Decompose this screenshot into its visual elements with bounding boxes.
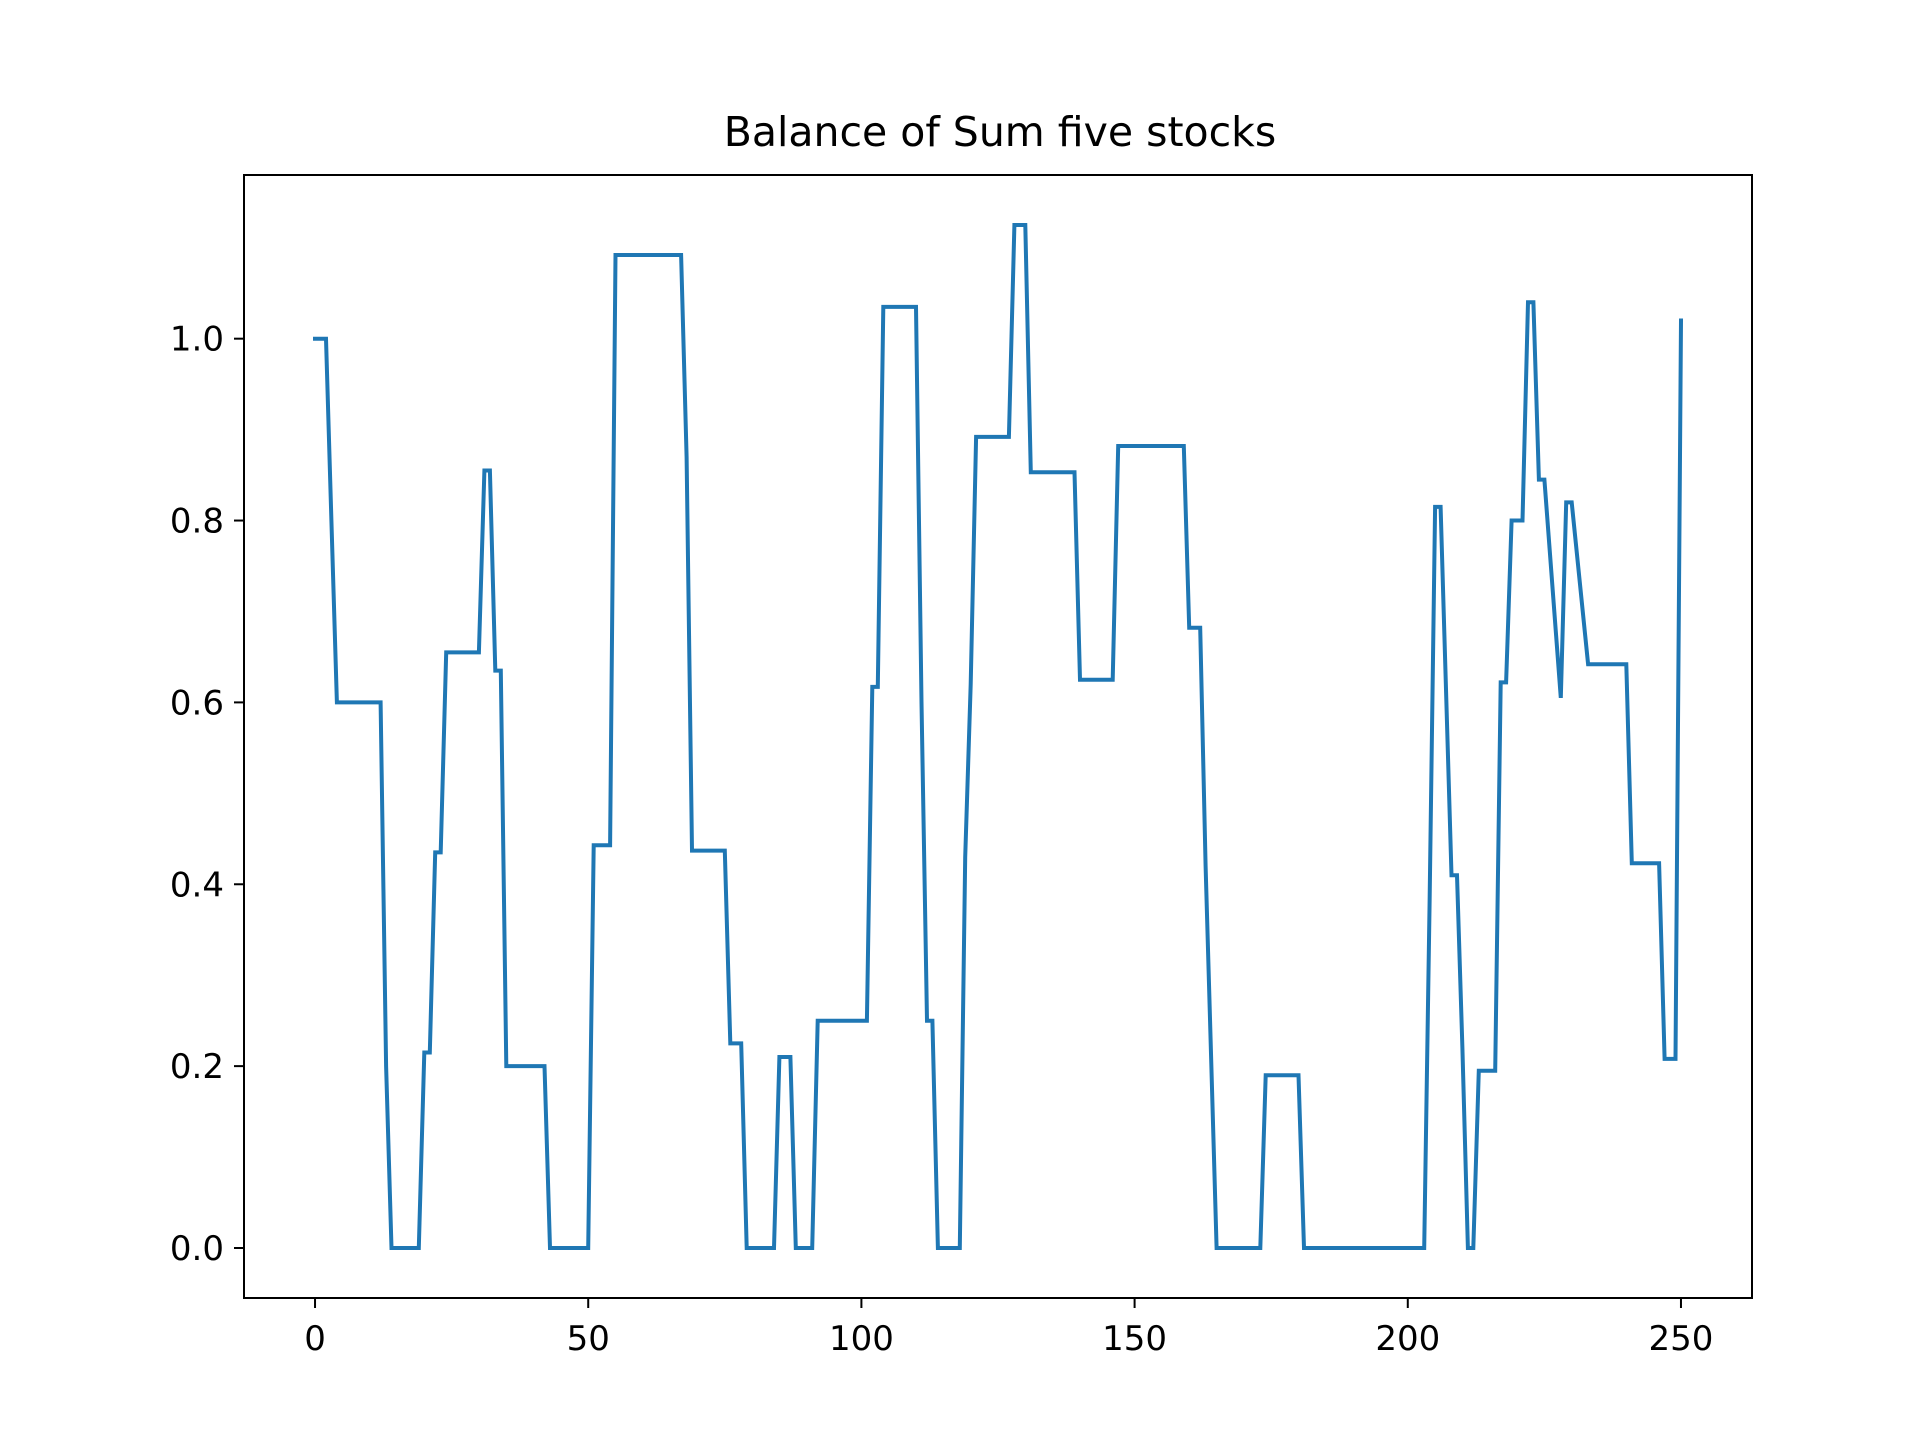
x-tick-label: 100 [829,1319,894,1359]
x-tick-label: 0 [304,1319,326,1359]
plot-marks [313,223,1684,1250]
y-tick-label: 1.0 [170,320,224,360]
series-line-0 [313,223,1684,1250]
x-axis: 0 50 100 150 200 250 [304,1298,1713,1359]
x-tick-label: 50 [567,1319,610,1359]
x-tick-label: 150 [1102,1319,1167,1359]
y-tick-label: 0.6 [170,683,224,723]
x-tick-label: 200 [1375,1319,1440,1359]
x-tick-label: 250 [1649,1319,1714,1359]
y-tick-label: 0.2 [170,1047,224,1087]
y-tick-label: 0.8 [170,502,224,542]
y-tick-label: 0.4 [170,865,224,905]
y-tick-label: 0.0 [170,1229,224,1269]
y-axis: 0.0 0.2 0.4 0.6 0.8 1.0 [170,320,244,1269]
plot-frame [243,174,1753,1299]
chart-title: Balance of Sum five stocks [724,108,1277,156]
